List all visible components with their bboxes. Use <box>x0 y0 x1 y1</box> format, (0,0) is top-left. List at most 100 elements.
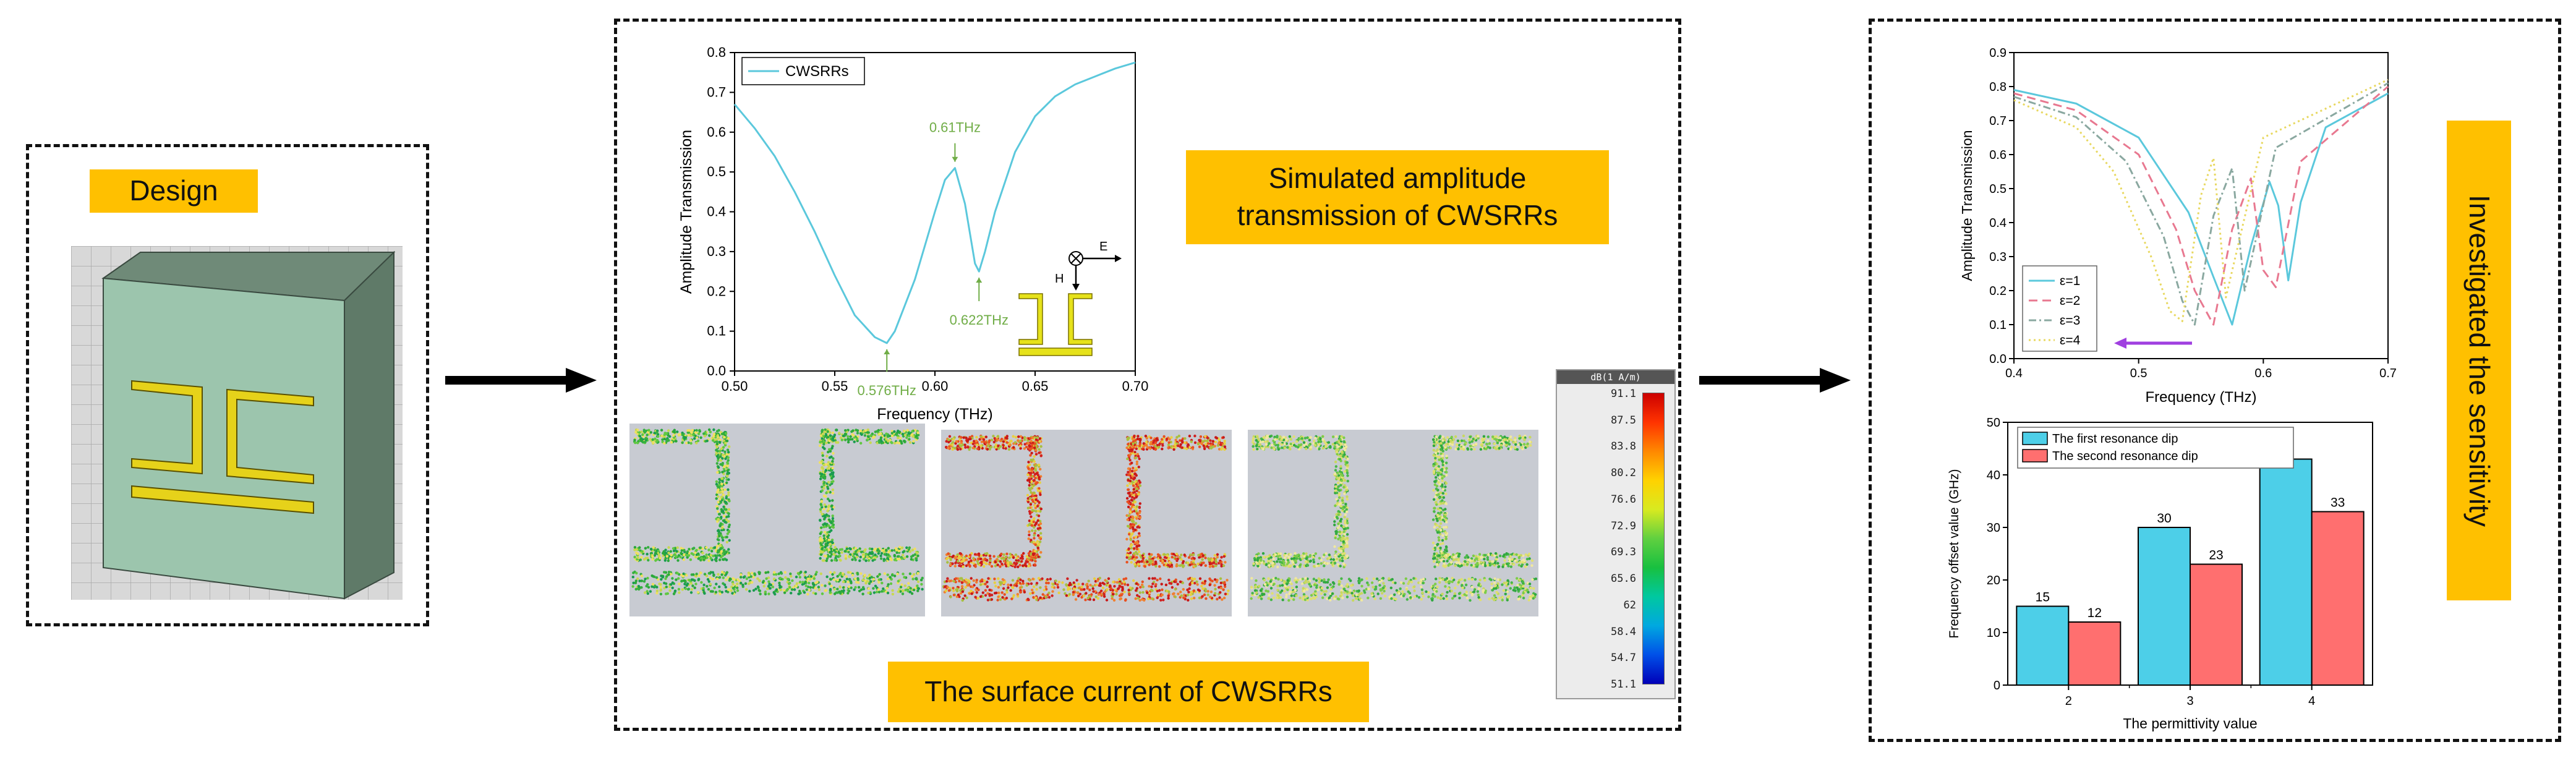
legend-label: The second resonance dip <box>2052 450 2198 463</box>
y-tick-label: 50 <box>1987 416 2000 430</box>
colorbar-tick-label: 65.6 <box>1611 573 1636 585</box>
y-tick-label: 0.8 <box>707 45 726 60</box>
design-3d-svg <box>71 246 403 600</box>
legend-label: The first resonance dip <box>2052 432 2178 446</box>
x-tick-label: 0.4 <box>2005 367 2023 380</box>
y-tick-label: 0.1 <box>707 323 726 339</box>
colorbar-tick-label: 80.2 <box>1611 467 1636 479</box>
y-tick-label: 0.3 <box>1989 250 2007 264</box>
y-tick-label: 0.9 <box>1989 46 2007 60</box>
design-3d-render <box>71 246 403 600</box>
annotation-label: 0.61THz <box>929 120 981 135</box>
bar-series-1 <box>2016 607 2068 686</box>
y-tick-label: 0.3 <box>707 244 726 259</box>
y-tick-label: 0.0 <box>707 363 726 378</box>
legend-label: ε=3 <box>2060 313 2080 328</box>
legend-label: ε=4 <box>2060 333 2081 347</box>
sensitivity-label-text: Investigated the sensitivity <box>2460 195 2497 527</box>
x-tick-label: 0.7 <box>2379 367 2397 380</box>
y-tick-label: 0.2 <box>707 283 726 299</box>
colorbar-tick-label: 83.8 <box>1611 440 1636 453</box>
colorbar-title: dB(1 A/m) <box>1557 370 1674 384</box>
x-tick-label: 0.65 <box>1022 378 1049 394</box>
bar-series-2 <box>2190 565 2242 686</box>
y-tick-label: 40 <box>1987 469 2000 482</box>
y-tick-label: 0.7 <box>707 84 726 100</box>
transmission-chart: 0.50 0.55 0.60 0.65 0.70 0.0 0.1 0.2 0.3 0.4 0.5 0.… <box>654 34 1174 430</box>
x-axis-label: The permittivity value <box>2123 715 2257 731</box>
bar-value-label: 33 <box>2331 496 2345 510</box>
colorbar-tick-label: 87.5 <box>1611 414 1636 427</box>
y-tick-label: 0 <box>1994 679 2000 693</box>
colorbar-tick-label: 91.1 <box>1611 388 1636 400</box>
colorbar-tick-label: 69.3 <box>1611 546 1636 558</box>
bar-value-label: 23 <box>2209 548 2223 563</box>
bar-series-1 <box>2260 459 2312 686</box>
y-tick-label: 20 <box>1987 574 2000 587</box>
x-tick-label: 0.50 <box>722 378 748 394</box>
surface-current-map-3 <box>1248 430 1538 616</box>
legend-label: ε=2 <box>2060 294 2080 308</box>
y-tick-label: 0.5 <box>707 164 726 179</box>
x-axis-label: Frequency (THz) <box>2145 389 2256 406</box>
sensitivity-panel: 0.4 0.5 0.6 0.7 0.0 0.1 0.2 0.3 0.4 0.5 0.6 0.7 0.8 0… <box>1869 19 2561 742</box>
design-label: Design <box>90 169 258 213</box>
legend-label: CWSRRs <box>785 63 849 80</box>
bar-series-2 <box>2312 512 2364 686</box>
flow-arrow-1 <box>445 365 600 396</box>
surface-current-map-1 <box>629 424 925 616</box>
substrate-front-face <box>103 278 344 599</box>
x-axis-label: Frequency (THz) <box>877 406 993 423</box>
y-tick-label: 0.8 <box>1989 80 2007 94</box>
simulated-transmission-label: Simulated amplitude transmission of CWSR… <box>1186 150 1609 244</box>
frequency-offset-bar-chart: 0 10 20 30 40 50 The permittivity value Frequen… <box>1915 404 2397 731</box>
field-direction-icon: E H <box>1055 240 1122 291</box>
e-field-label: E <box>1099 240 1107 254</box>
colorbar-tick-label: 72.9 <box>1611 520 1636 532</box>
y-tick-label: 0.5 <box>1989 182 2007 196</box>
x-tick-label: 4 <box>2308 694 2315 708</box>
x-tick-label: 3 <box>2186 694 2193 708</box>
colorbar-tick-label: 58.4 <box>1611 626 1636 638</box>
y-tick-label: 0.4 <box>707 204 726 220</box>
colorbar-tick-label: 76.6 <box>1611 493 1636 506</box>
colorbar-tick-label: 62 <box>1624 599 1636 612</box>
bar-series-2 <box>2068 622 2120 685</box>
y-axis-label: Amplitude Transmission <box>678 130 695 294</box>
y-tick-label: 0.1 <box>1989 318 2007 332</box>
h-field-label: H <box>1055 272 1064 286</box>
legend-label: ε=1 <box>2060 274 2080 288</box>
y-tick-label: 0.2 <box>1989 284 2007 298</box>
x-tick-label: 0.5 <box>2130 367 2147 380</box>
y-tick-label: 0.6 <box>1989 148 2007 162</box>
colorbar-gradient <box>1642 393 1665 684</box>
surface-current-map-2 <box>941 430 1232 616</box>
current-colorbar: dB(1 A/m) 91.1 87.5 83.8 80.2 76.6 72.9 69.3 65… <box>1556 369 1676 699</box>
x-tick-label: 0.70 <box>1122 378 1149 394</box>
bar-value-label: 15 <box>2036 590 2050 605</box>
design-panel: Design <box>26 144 429 626</box>
y-tick-label: 10 <box>1987 626 2000 640</box>
y-tick-label: 0.6 <box>707 124 726 140</box>
flow-arrow-2 <box>1699 365 1854 396</box>
x-tick-label: 2 <box>2065 694 2072 708</box>
simulation-panel: 0.50 0.55 0.60 0.65 0.70 0.0 0.1 0.2 0.3 0.4 0.5 0.… <box>614 19 1681 731</box>
y-tick-label: 30 <box>1987 521 2000 535</box>
sensitivity-label: Investigated the sensitivity <box>2447 121 2511 600</box>
bar-value-label: 12 <box>2088 606 2102 620</box>
shift-direction-arrow <box>2114 338 2192 349</box>
annotation-label: 0.576THz <box>858 383 916 398</box>
x-tick-label: 0.55 <box>822 378 848 394</box>
y-axis-label: Frequency offset value (GHz) <box>1947 469 1961 639</box>
surface-current-label: The surface current of CWSRRs <box>888 662 1369 722</box>
substrate-side-face <box>344 252 394 599</box>
colorbar-tick-label: 54.7 <box>1611 652 1636 664</box>
x-tick-label: 0.60 <box>922 378 949 394</box>
series-line-cwsrrs <box>735 62 1135 343</box>
permittivity-transmission-chart: 0.4 0.5 0.6 0.7 0.0 0.1 0.2 0.3 0.4 0.5 0.6 0.7 0.8 0… <box>1927 28 2434 411</box>
colorbar-tick-label: 51.1 <box>1611 678 1636 691</box>
y-tick-label: 0.4 <box>1989 216 2007 230</box>
y-axis-label: Amplitude Transmission <box>1959 130 1975 281</box>
bar-series-1 <box>2138 527 2190 685</box>
bar-value-label: 30 <box>2157 511 2171 526</box>
